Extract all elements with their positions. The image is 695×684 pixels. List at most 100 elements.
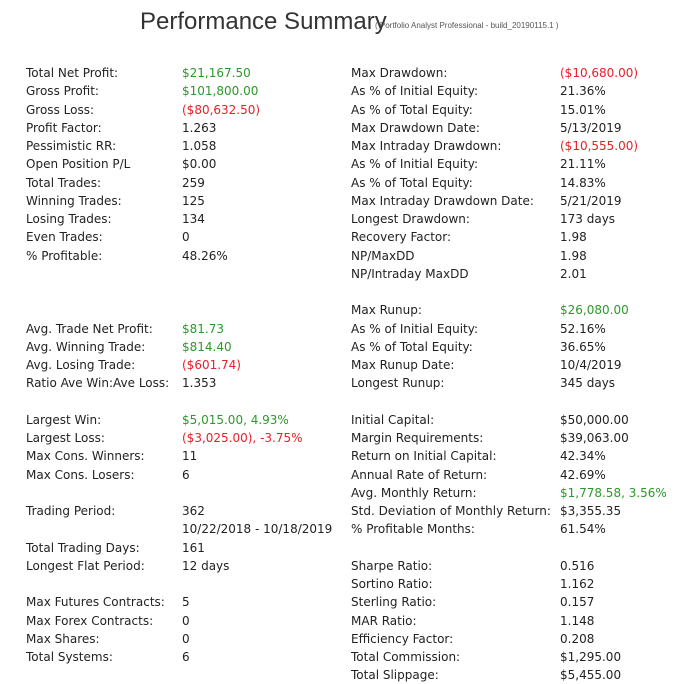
stat-value: 2.01 xyxy=(560,266,587,281)
stat-value: 125 xyxy=(182,193,205,208)
stat-label: Total Trades: xyxy=(26,175,101,190)
right-stat-row: MAR Ratio: 1.148 xyxy=(0,612,695,630)
left-stat-row: Gross Loss: ($80,632.50) xyxy=(0,101,695,119)
left-stat-row: Max Cons. Winners: 11 xyxy=(0,447,695,465)
stat-value: 259 xyxy=(182,175,205,190)
stat-value: 52.16% xyxy=(560,321,606,336)
right-stat-row: Max Runup: $26,080.00 xyxy=(0,301,695,319)
stat-value: 345 days xyxy=(560,376,616,391)
stat-label: Longest Runup: xyxy=(351,376,445,391)
stat-value: 0.157 xyxy=(560,595,595,610)
stat-value: 15.01% xyxy=(560,102,606,117)
stat-label: Ratio Ave Win:Ave Loss: xyxy=(26,376,170,391)
right-stat-row: Max Drawdown: ($10,680.00) xyxy=(0,64,695,82)
stat-value: $39,063.00 xyxy=(560,431,629,445)
right-stat-row: Return on Initial Capital: 42.34% xyxy=(0,447,695,465)
right-stat-row: % Profitable Months: 61.54% xyxy=(0,520,695,538)
stat-value: 11 xyxy=(182,449,198,464)
right-stat-row: Total Commission: $1,295.00 xyxy=(0,648,695,666)
stat-value: 42.69% xyxy=(560,467,606,482)
left-stat-row: Total Net Profit: $21,167.50 xyxy=(0,64,695,82)
left-stat-row: 10/22/2018 - 10/18/2019 xyxy=(0,520,695,538)
stat-label: Largest Loss: xyxy=(26,431,105,445)
stat-value: $1,295.00 xyxy=(560,650,622,664)
right-stat-row: As % of Initial Equity: 21.11% xyxy=(0,155,695,173)
page-subtitle: ( Portfolio Analyst Professional - build… xyxy=(375,21,559,30)
stat-label: Max Runup Date: xyxy=(351,358,455,372)
right-stat-row: As % of Total Equity: 15.01% xyxy=(0,101,695,119)
stat-label: Margin Requirements: xyxy=(351,431,484,445)
left-stat-row: Trading Period: 362 xyxy=(0,502,695,520)
stat-label: Max Cons. Winners: xyxy=(26,449,145,464)
stat-label: Max Runup: xyxy=(351,303,422,318)
right-stat-row: NP/MaxDD 1.98 xyxy=(0,247,695,265)
stat-value: 6 xyxy=(182,467,190,482)
right-stat-row: Avg. Monthly Return: $1,778.58, 3.56% xyxy=(0,484,695,502)
stat-value: 173 days xyxy=(560,212,616,226)
left-stat-row: Largest Loss: ($3,025.00), -3.75% xyxy=(0,429,695,447)
right-stat-row: Sortino Ratio: 1.162 xyxy=(0,575,695,593)
left-stat-row: Avg. Trade Net Profit: $81.73 xyxy=(0,320,695,338)
stat-value: 1.263 xyxy=(182,120,217,135)
right-stat-row: Max Runup Date: 10/4/2019 xyxy=(0,356,695,374)
stat-value: 1.353 xyxy=(182,376,217,391)
stat-label: Avg. Trade Net Profit: xyxy=(26,321,153,336)
stat-value: 0 xyxy=(182,230,190,245)
stat-label: Trading Period: xyxy=(26,504,116,518)
stat-value: $5,015.00, 4.93% xyxy=(182,412,289,427)
stat-value: 61.54% xyxy=(560,522,606,537)
right-stat-row: Margin Requirements: $39,063.00 xyxy=(0,429,695,447)
stat-label: Max Cons. Losers: xyxy=(26,467,135,482)
stat-value: 10/4/2019 xyxy=(560,358,622,372)
left-stat-row: Profit Factor: 1.263 xyxy=(0,119,695,137)
stat-value: $3,355.35 xyxy=(560,504,622,518)
stat-value: $81.73 xyxy=(182,321,224,336)
stat-label: As % of Total Equity: xyxy=(351,102,473,117)
stat-label: % Profitable Months: xyxy=(351,522,475,537)
stat-label: Avg. Monthly Return: xyxy=(351,485,477,500)
stat-label: Total Commission: xyxy=(351,650,461,664)
left-stat-row: Avg. Winning Trade: $814.40 xyxy=(0,338,695,356)
stat-label: As % of Total Equity: xyxy=(351,175,473,190)
stat-label: Avg. Winning Trade: xyxy=(26,339,146,354)
stat-label: Sterling Ratio: xyxy=(351,595,437,610)
stat-value: ($80,632.50) xyxy=(182,102,261,117)
stat-label: MAR Ratio: xyxy=(351,613,417,628)
right-stat-row: As % of Initial Equity: 21.36% xyxy=(0,82,695,100)
left-stat-row: Gross Profit: $101,800.00 xyxy=(0,82,695,100)
right-stat-row: Longest Runup: 345 days xyxy=(0,374,695,392)
stat-label: Winning Trades: xyxy=(26,193,122,208)
stat-label: Sortino Ratio: xyxy=(351,577,433,591)
right-stat-row: NP/Intraday MaxDD 2.01 xyxy=(0,265,695,283)
left-stat-row: Max Cons. Losers: 6 xyxy=(0,466,695,484)
stat-label: Largest Win: xyxy=(26,412,102,427)
stat-label: Longest Drawdown: xyxy=(351,212,470,226)
stat-label: Efficiency Factor: xyxy=(351,631,454,646)
stat-value: $21,167.50 xyxy=(182,66,251,80)
left-stat-row: Total Trading Days: 161 xyxy=(0,539,695,557)
right-stat-row: Max Drawdown Date: 5/13/2019 xyxy=(0,119,695,137)
stat-value: 0.516 xyxy=(560,558,595,573)
stat-label: Return on Initial Capital: xyxy=(351,449,497,464)
stat-value: $1,778.58, 3.56% xyxy=(560,485,667,500)
left-stat-row: Total Trades: 259 xyxy=(0,174,695,192)
stat-label: As % of Initial Equity: xyxy=(351,157,479,172)
left-stat-row: Largest Win: $5,015.00, 4.93% xyxy=(0,411,695,429)
stat-label: Total Slippage: xyxy=(351,668,439,683)
stat-label: Sharpe Ratio: xyxy=(351,558,433,573)
stat-value: 10/22/2018 - 10/18/2019 xyxy=(182,522,333,537)
right-stat-row: Max Intraday Drawdown: ($10,555.00) xyxy=(0,137,695,155)
stat-value: ($10,555.00) xyxy=(560,139,639,153)
right-stat-row: Sterling Ratio: 0.157 xyxy=(0,593,695,611)
stat-label: NP/MaxDD xyxy=(351,248,415,263)
stat-label: Losing Trades: xyxy=(26,212,112,226)
stat-label: Even Trades: xyxy=(26,230,103,245)
stat-label: Gross Profit: xyxy=(26,84,99,99)
right-stat-row: Total Slippage: $5,455.00 xyxy=(0,666,695,684)
stat-label: Total Net Profit: xyxy=(26,66,119,80)
stat-value: 362 xyxy=(182,504,205,518)
stat-label: % Profitable: xyxy=(26,248,103,263)
stat-label: Max Drawdown: xyxy=(351,66,448,80)
stat-value: ($3,025.00), -3.75% xyxy=(182,431,303,445)
stat-value: 1.98 xyxy=(560,248,587,263)
